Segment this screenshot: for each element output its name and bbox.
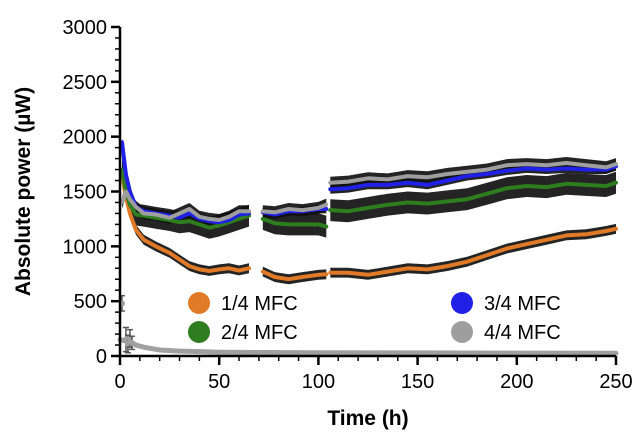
series-1-4-mfc-error-band-0 — [122, 170, 249, 276]
ticks-layer: 0 500 1000 1500 2000 2500 3000 0 50 100 150 200 250 — [63, 17, 633, 393]
series-2-4-mfc-line-2 — [328, 180, 618, 214]
series-1-4-mfc-line-0 — [120, 173, 251, 273]
series-1-4-mfc-error-band-1 — [262, 266, 327, 285]
legend-item-1-4-mfc: 1/4 MFC — [188, 292, 298, 315]
series-1-4-mfc-line-1 — [260, 269, 329, 282]
x-tick-label-150: 150 — [401, 371, 434, 393]
series-2-4-mfc-line-0 — [120, 167, 251, 230]
series-1-4-mfc-error-band-2 — [330, 223, 616, 280]
legend: 1/4 MFC 2/4 MFC 3/4 MFC 4/4 MFC — [188, 292, 561, 344]
x-tick-label-50: 50 — [208, 371, 230, 393]
legend-label-2-4-mfc: 2/4 MFC — [221, 322, 298, 344]
legend-marker-2-4-mfc — [188, 321, 210, 343]
legend-marker-3-4-mfc — [451, 292, 473, 314]
y-tick-label-1500: 1500 — [63, 182, 108, 204]
y-tick-label-2500: 2500 — [63, 72, 108, 94]
x-tick-label-0: 0 — [114, 371, 125, 393]
legend-item-3-4-mfc: 3/4 MFC — [451, 292, 561, 315]
y-axis-title: Absolute power (µW) — [12, 87, 35, 296]
legend-label-1-4-mfc: 1/4 MFC — [221, 293, 298, 315]
series-4-4-mfc-line-2 — [328, 161, 618, 185]
legend-label-3-4-mfc: 3/4 MFC — [484, 293, 561, 315]
series-3-4-mfc-line-2 — [328, 164, 618, 192]
series-4-4-mfc-line-0 — [120, 189, 251, 222]
legend-marker-4-4-mfc — [451, 321, 473, 343]
y-tick-label-2000: 2000 — [63, 127, 108, 149]
x-tick-label-250: 250 — [599, 371, 632, 393]
legend-item-2-4-mfc: 2/4 MFC — [188, 321, 298, 344]
x-tick-label-100: 100 — [302, 371, 335, 393]
series-1-4-mfc-line-2 — [328, 226, 618, 277]
x-tick-label-200: 200 — [500, 371, 533, 393]
series-4-4-mfc-line-1 — [260, 202, 329, 215]
y-tick-label-1000: 1000 — [63, 236, 108, 258]
y-tick-label-0: 0 — [96, 346, 107, 368]
y-tick-label-500: 500 — [74, 291, 107, 313]
series-2-4-mfc-line-1 — [260, 216, 329, 229]
baseline-error-bar — [128, 335, 135, 351]
series-2-4-mfc-error-band-0 — [122, 158, 249, 239]
y-tick-label-3000: 3000 — [63, 17, 108, 39]
series-layer — [117, 137, 619, 356]
legend-label-4-4-mfc: 4/4 MFC — [484, 322, 561, 344]
legend-marker-1-4-mfc — [188, 292, 210, 314]
legend-item-4-4-mfc: 4/4 MFC — [451, 321, 561, 344]
series-3-4-mfc-line-0 — [120, 140, 251, 225]
x-axis-title: Time (h) — [327, 407, 408, 430]
